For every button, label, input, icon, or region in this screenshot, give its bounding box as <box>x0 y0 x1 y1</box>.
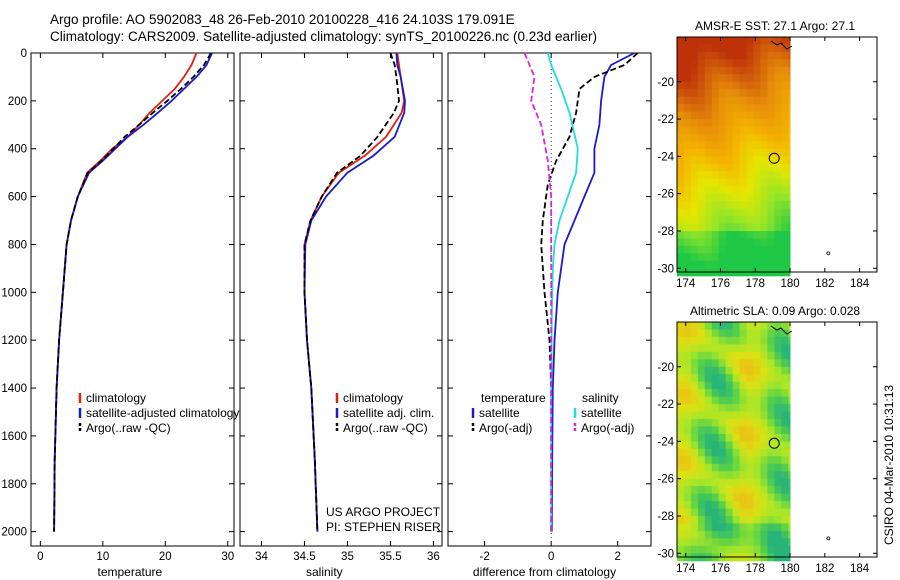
project-credit-line2: PI: STEPHEN RISER <box>326 520 441 534</box>
series-line <box>523 52 553 532</box>
legend-label: satellite adj. clim. <box>343 406 434 420</box>
legend-label: Argo(..raw -QC) <box>343 421 428 435</box>
plot-frame <box>239 52 443 547</box>
legend-label: climatology <box>86 391 146 405</box>
argo-position-marker <box>768 152 780 164</box>
x-tick-label: 0 <box>548 551 554 563</box>
legend-title: temperature <box>481 391 546 405</box>
x-tick-label: 34.5 <box>293 551 315 563</box>
y-tick-label: -22 <box>657 114 674 126</box>
x-tick-label: 35.5 <box>379 551 401 563</box>
series-line <box>53 52 212 532</box>
y-tick-label: -22 <box>657 399 674 411</box>
figure-title-line2: Climatology: CARS2009. Satellite-adjuste… <box>50 29 598 44</box>
x-tick-label: 178 <box>746 563 765 575</box>
y-tick-label: 400 <box>8 144 27 156</box>
x-tick-label: 34 <box>255 551 268 563</box>
legend-label: satellite <box>581 406 622 420</box>
profile-panel-3: -2 0 2 difference from climatology temperatu… <box>447 52 652 579</box>
coastline-mark <box>770 325 793 335</box>
x-axis-label: temperature <box>98 565 163 579</box>
x-tick-label: -2 <box>479 551 489 563</box>
y-tick-label: 1200 <box>1 335 27 347</box>
x-tick-label: 178 <box>746 278 765 290</box>
x-axis-label: salinity <box>306 565 343 579</box>
y-tick-label: 1000 <box>1 287 27 299</box>
sst-map-panel: 174 176 178 180 182 184 -20 -22 -24 -26 -28 -30 AMSR… <box>657 19 878 290</box>
figure-title-line1: Argo profile: AO 5902083_48 26-Feb-2010 … <box>50 12 515 27</box>
y-tick-label: -20 <box>657 77 674 89</box>
series-line <box>540 52 639 532</box>
y-tick-label: 0 <box>21 48 27 60</box>
x-tick-label: 2 <box>615 551 621 563</box>
sla-map-panel: 174 176 178 180 182 184 -20 -22 -24 -26 -28 -30 Alti… <box>657 304 878 575</box>
x-tick-label: 20 <box>159 551 172 563</box>
x-tick-label: 30 <box>221 551 234 563</box>
y-tick-label: -20 <box>657 362 674 374</box>
coastline-mark <box>770 40 793 50</box>
y-tick-label: -30 <box>657 548 674 560</box>
project-credit-line1: US ARGO PROJECT <box>326 505 441 519</box>
x-tick-label: 176 <box>711 278 730 290</box>
x-tick-label: 184 <box>850 563 870 575</box>
y-tick-label: 1400 <box>1 383 27 395</box>
x-axis-label: difference from climatology <box>473 565 616 579</box>
legend-label: climatology <box>343 391 403 405</box>
legend-label: Argo(-adj) <box>479 421 532 435</box>
x-tick-label: 176 <box>711 563 730 575</box>
map-frame <box>676 321 878 558</box>
y-tick-label: 1600 <box>1 431 27 443</box>
profile-panel-2: 34 34.5 35 35.5 36 salinity climatologysatelli… <box>239 52 443 579</box>
plot-frame <box>447 52 652 547</box>
y-tick-label: -26 <box>657 474 674 486</box>
map-raster <box>677 322 791 562</box>
argo-position-marker <box>768 437 780 449</box>
x-tick-label: 182 <box>815 278 834 290</box>
x-tick-label: 174 <box>676 563 696 575</box>
x-tick-label: 0 <box>37 551 43 563</box>
x-tick-label: 10 <box>96 551 109 563</box>
legend-label: Argo(..raw -QC) <box>86 421 171 435</box>
island-marker <box>826 251 831 256</box>
y-tick-label: 600 <box>8 192 27 204</box>
y-tick-label: -24 <box>657 151 674 163</box>
y-tick-label: 200 <box>8 96 27 108</box>
x-tick-label: 35 <box>341 551 354 563</box>
island-marker <box>826 536 831 541</box>
map-title: Altimetric SLA: 0.09 Argo: 0.028 <box>690 304 860 318</box>
legend-label: satellite <box>479 406 520 420</box>
plot-frame <box>30 52 235 547</box>
profile-panel-1: 0 10 20 30 0 200 400 600 800 1000 1200 1400 1600 1800… <box>1 48 239 579</box>
map-raster <box>677 37 791 277</box>
y-tick-label: 800 <box>8 239 27 251</box>
legend-label: satellite-adjusted climatology <box>86 406 239 420</box>
y-tick-label: -24 <box>657 436 674 448</box>
y-tick-label: -26 <box>657 189 674 201</box>
y-tick-label: 2000 <box>1 527 27 539</box>
y-tick-label: 1800 <box>1 479 27 491</box>
legend-title: salinity <box>582 391 619 405</box>
series-line <box>303 52 400 532</box>
x-tick-label: 180 <box>780 278 799 290</box>
series-line <box>550 52 635 532</box>
x-tick-label: 174 <box>676 278 696 290</box>
x-tick-label: 182 <box>815 563 834 575</box>
map-frame <box>676 36 878 273</box>
y-tick-label: -28 <box>657 226 674 238</box>
y-tick-label: -28 <box>657 511 674 523</box>
x-tick-label: 36 <box>427 551 440 563</box>
y-tick-label: -30 <box>657 263 674 275</box>
x-tick-label: 184 <box>850 278 870 290</box>
legend-label: Argo(-adj) <box>581 421 634 435</box>
x-tick-label: 180 <box>780 563 799 575</box>
map-title: AMSR-E SST: 27.1 Argo: 27.1 <box>695 19 855 33</box>
